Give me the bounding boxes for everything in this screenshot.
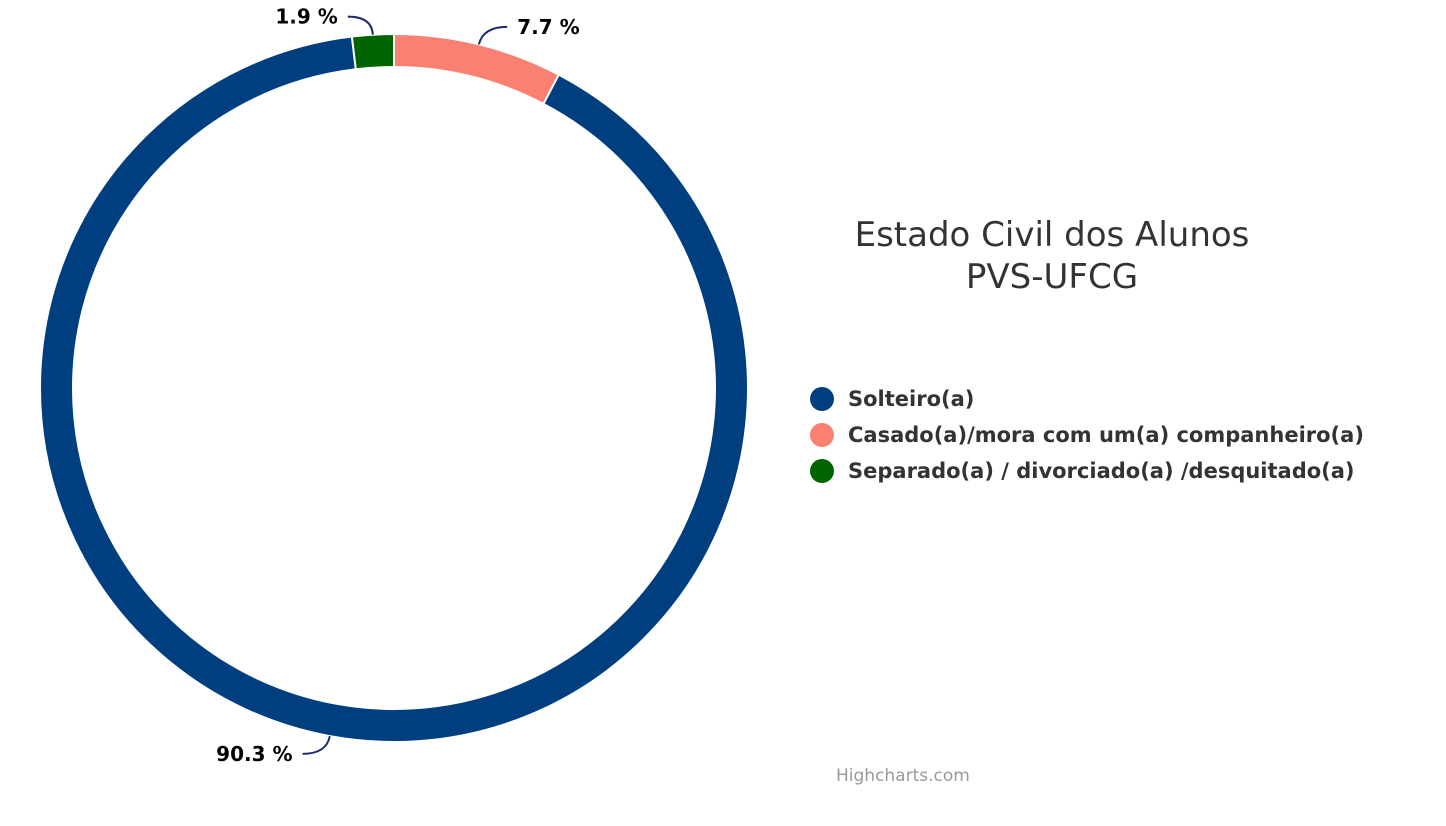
data-labels-group: 1.9 % 7.7 % 90.3 % bbox=[216, 5, 579, 766]
slice-1[interactable] bbox=[393, 32, 561, 106]
legend-label-casado: Casado(a)/mora com um(a) companheiro(a) bbox=[848, 423, 1364, 447]
legend-item-casado[interactable]: Casado(a)/mora com um(a) companheiro(a) bbox=[810, 417, 1364, 453]
chart-title: Estado Civil dos Alunos PVS-UFCG bbox=[802, 214, 1302, 298]
slice-2[interactable] bbox=[350, 32, 395, 71]
connectors-group bbox=[302, 15, 508, 755]
connector-2 bbox=[347, 15, 374, 35]
legend: Solteiro(a) Casado(a)/mora com um(a) com… bbox=[810, 381, 1364, 489]
legend-label-separado: Separado(a) / divorciado(a) /desquitado(… bbox=[848, 459, 1355, 483]
slices-group bbox=[39, 32, 749, 743]
data-label-2: 1.9 % bbox=[275, 5, 337, 29]
chart-title-line-1: Estado Civil dos Alunos bbox=[854, 215, 1250, 255]
legend-symbol-separado bbox=[810, 459, 834, 483]
legend-label-solteiro: Solteiro(a) bbox=[848, 387, 975, 411]
data-label-0: 90.3 % bbox=[216, 742, 292, 766]
legend-item-separado[interactable]: Separado(a) / divorciado(a) /desquitado(… bbox=[810, 453, 1364, 489]
credits-link[interactable]: Highcharts.com bbox=[836, 766, 970, 786]
connector-1 bbox=[477, 25, 508, 45]
chart-title-line-2: PVS-UFCG bbox=[965, 257, 1139, 297]
legend-symbol-solteiro bbox=[810, 387, 834, 411]
data-label-1: 7.7 % bbox=[517, 15, 579, 39]
slice-0[interactable] bbox=[39, 35, 749, 743]
connector-0 bbox=[302, 735, 331, 755]
legend-symbol-casado bbox=[810, 423, 834, 447]
legend-item-solteiro[interactable]: Solteiro(a) bbox=[810, 381, 1364, 417]
